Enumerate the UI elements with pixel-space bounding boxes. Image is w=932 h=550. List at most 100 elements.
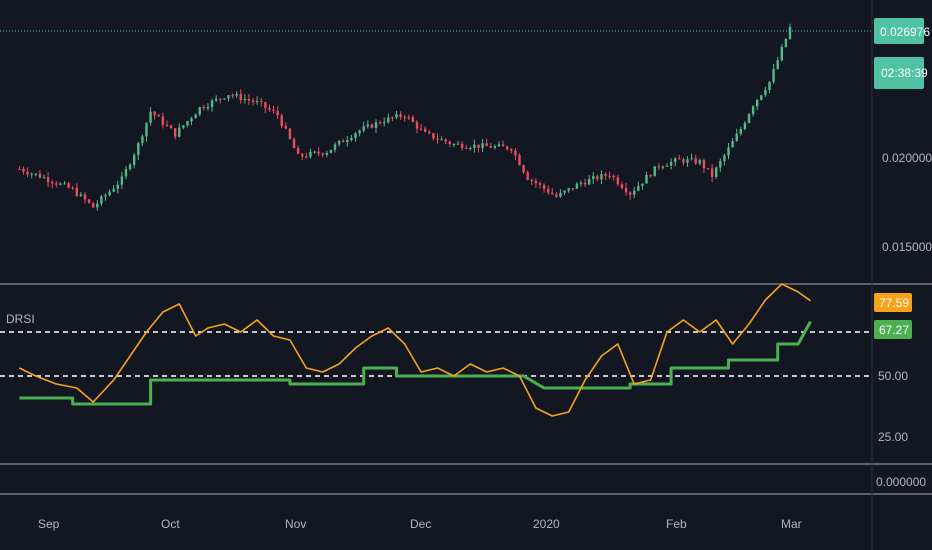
candle-body: [350, 137, 353, 141]
candle-up: [63, 180, 66, 185]
candle-up: [641, 183, 644, 190]
candle-up: [383, 117, 386, 127]
candle-body: [411, 117, 415, 122]
candle-body: [628, 192, 632, 195]
candle-down: [444, 138, 447, 145]
candle-body: [395, 114, 398, 118]
candle-up: [112, 184, 115, 193]
candle-up: [690, 153, 693, 161]
candle-body: [198, 107, 201, 115]
candle-body: [337, 140, 341, 145]
candle-down: [38, 170, 42, 179]
candle-body: [682, 159, 685, 163]
candle-body: [391, 117, 394, 119]
candle-body: [768, 81, 771, 90]
candle-down: [419, 123, 423, 132]
candle-up: [108, 189, 111, 197]
candle-body: [116, 184, 119, 189]
candle-body: [760, 95, 763, 100]
candle-down: [378, 120, 382, 125]
candle-down: [67, 181, 70, 189]
candle-body: [296, 148, 300, 154]
candle-up: [559, 189, 562, 198]
candle-up: [178, 123, 181, 138]
candle-down: [399, 111, 402, 120]
candle-down: [231, 93, 234, 99]
candle-down: [657, 163, 661, 171]
indicator-axis[interactable]: 50.00 25.00 0.000000 77.59 67.27: [874, 293, 926, 489]
candle-body: [362, 126, 365, 131]
time-axis[interactable]: Sep Oct Nov Dec 2020 Feb Mar: [38, 517, 802, 531]
indicator-pane[interactable]: [0, 283, 872, 417]
candle-up: [719, 158, 722, 172]
candle-body: [132, 154, 136, 165]
candle-body: [694, 158, 697, 164]
candle-body: [645, 175, 648, 184]
candle-body: [780, 46, 784, 61]
candle-up: [313, 150, 316, 154]
candle-down: [571, 188, 574, 192]
candle-body: [30, 173, 33, 175]
candle-body: [280, 115, 283, 126]
candle-up: [665, 163, 669, 167]
candle-body: [784, 38, 788, 47]
candle-up: [243, 94, 247, 104]
candle-down: [260, 97, 263, 107]
candle-down: [161, 112, 165, 129]
candle-body: [522, 165, 525, 173]
candle-body: [493, 146, 497, 148]
candle-up: [395, 110, 398, 120]
candle-body: [723, 155, 726, 162]
candle-body: [669, 161, 673, 166]
candle-up: [337, 140, 341, 147]
candle-down: [448, 140, 451, 147]
candle-up: [346, 136, 349, 147]
candle-body: [317, 151, 320, 154]
candle-up: [768, 81, 771, 94]
candle-down: [460, 141, 464, 151]
candle-down: [91, 202, 95, 208]
candle-body: [157, 115, 160, 117]
green-value-label: 67.27: [879, 323, 909, 337]
candle-body: [141, 136, 144, 144]
candle-up: [198, 106, 201, 117]
candle-body: [59, 183, 62, 185]
price-pane[interactable]: [18, 23, 792, 211]
candle-down: [620, 181, 624, 190]
candle-up: [739, 126, 743, 136]
candle-up: [387, 113, 390, 124]
candle-body: [153, 111, 156, 116]
candle-body: [481, 143, 484, 149]
candle-body: [403, 116, 406, 118]
candle-body: [456, 143, 460, 145]
candle-body: [268, 107, 271, 110]
candle-up: [309, 148, 312, 159]
candle-up: [362, 121, 365, 133]
price-axis[interactable]: 0.020000 0.015000 0.026976 02:38:39: [874, 18, 932, 254]
candle-up: [366, 120, 370, 129]
candle-up: [731, 137, 734, 148]
candle-body: [202, 107, 206, 109]
candle-body: [653, 166, 656, 177]
candle-body: [579, 182, 583, 184]
candle-down: [26, 167, 29, 178]
candle-body: [346, 140, 349, 143]
candle-body: [120, 176, 124, 185]
candle-body: [575, 183, 579, 189]
candle-body: [247, 98, 251, 101]
candle-body: [731, 141, 734, 148]
candle-body: [108, 191, 111, 196]
candle-up: [456, 141, 460, 145]
candle-body: [91, 202, 95, 208]
candle-body: [333, 144, 337, 150]
candle-body: [34, 173, 38, 175]
candle-down: [538, 181, 542, 189]
candle-body: [440, 139, 443, 141]
countdown-badge: 02:38:39: [874, 57, 928, 89]
candle-down: [514, 147, 517, 161]
candle-down: [268, 104, 271, 112]
candle-body: [505, 146, 509, 150]
candle-body: [292, 138, 296, 149]
candle-body: [79, 194, 83, 196]
